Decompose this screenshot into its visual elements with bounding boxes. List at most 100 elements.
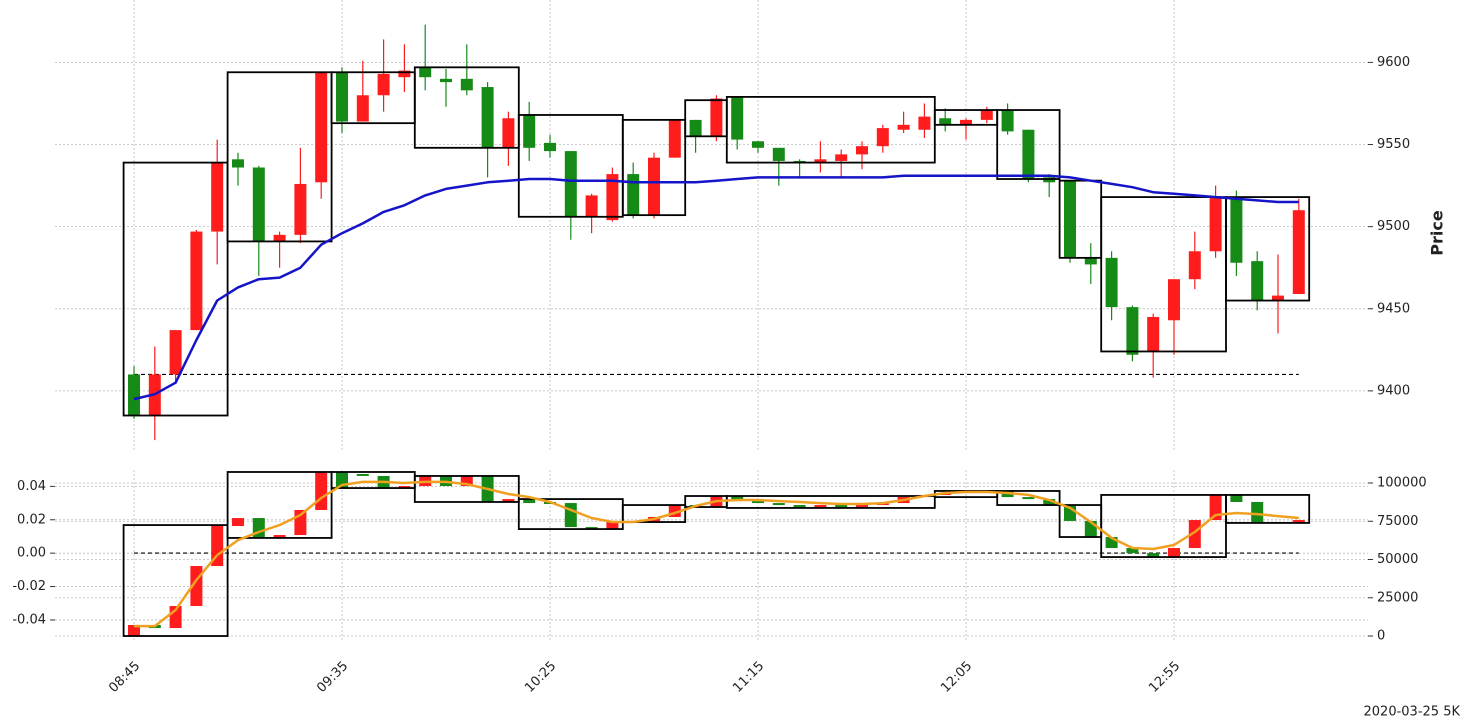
y-tick-label: 50000 bbox=[1377, 552, 1418, 567]
candle-body bbox=[315, 72, 328, 183]
candle-body bbox=[772, 503, 785, 506]
y2-tick-label: 0.00 bbox=[17, 546, 46, 561]
range-box bbox=[122, 161, 229, 417]
candle-body bbox=[960, 119, 972, 125]
candle-body bbox=[1022, 129, 1035, 180]
candle-body bbox=[315, 471, 328, 511]
candle-body bbox=[835, 505, 848, 508]
y-tick-label: 0 bbox=[1377, 629, 1385, 644]
candle-body bbox=[232, 159, 244, 168]
candle-body bbox=[1292, 210, 1305, 294]
candle-body bbox=[918, 116, 931, 130]
candle-body bbox=[731, 96, 744, 140]
range-box bbox=[1100, 196, 1227, 353]
candle-body bbox=[564, 503, 577, 528]
candle-body bbox=[1251, 501, 1264, 523]
range-box bbox=[621, 504, 687, 523]
candle-body bbox=[460, 78, 473, 91]
range-box bbox=[413, 475, 520, 503]
candle-body bbox=[814, 159, 827, 163]
x-tick-label: 08:45 bbox=[106, 659, 143, 696]
y2-tick-label: 0.04 bbox=[17, 479, 46, 494]
candle-body bbox=[481, 87, 494, 148]
candle-body bbox=[190, 231, 203, 331]
candle-body bbox=[876, 128, 889, 147]
range-box bbox=[1225, 494, 1311, 524]
candle-body bbox=[1251, 261, 1264, 301]
candle-body bbox=[398, 70, 411, 78]
candle-body bbox=[627, 174, 640, 216]
candle-body bbox=[440, 78, 452, 83]
y2-tick-label: -0.04 bbox=[12, 612, 46, 627]
candle-body bbox=[731, 496, 744, 502]
candle-body bbox=[793, 505, 806, 508]
candle-body bbox=[648, 157, 660, 216]
footer: 2020-03-25 5K bbox=[1364, 705, 1461, 720]
candle-body bbox=[1022, 497, 1035, 500]
candle-body bbox=[1209, 197, 1222, 252]
candle-body bbox=[772, 147, 785, 161]
range-box bbox=[725, 495, 936, 509]
range-box bbox=[122, 524, 229, 637]
candle-body bbox=[1084, 257, 1097, 265]
candle-body bbox=[897, 124, 910, 130]
candle-body bbox=[1230, 197, 1243, 263]
candle-body bbox=[1292, 520, 1305, 523]
y-tick-label: 9600 bbox=[1377, 55, 1410, 70]
candle-body bbox=[939, 118, 952, 125]
y-tick-label: 25000 bbox=[1377, 590, 1418, 605]
candle-body bbox=[1188, 251, 1201, 280]
candle-body bbox=[564, 151, 577, 217]
moving-average-line bbox=[134, 480, 1299, 628]
candle-body bbox=[273, 535, 286, 539]
candle-body bbox=[585, 195, 598, 217]
range-box bbox=[725, 95, 936, 164]
range-box bbox=[226, 71, 333, 243]
y-tick-label: 9500 bbox=[1377, 219, 1410, 234]
candle-body bbox=[211, 162, 224, 232]
candle-body bbox=[814, 505, 827, 508]
x-tick-label: 12:55 bbox=[1146, 659, 1183, 696]
candle-body bbox=[377, 73, 390, 96]
candle-body bbox=[128, 374, 140, 416]
x-tick-label: 09:35 bbox=[314, 659, 351, 696]
range-box bbox=[996, 490, 1061, 506]
candle-body bbox=[502, 499, 515, 502]
candle-body bbox=[1064, 180, 1076, 258]
candle-body bbox=[169, 330, 182, 375]
candle-body bbox=[211, 526, 224, 567]
x-tick-label: 11:15 bbox=[730, 659, 767, 696]
range-box bbox=[226, 471, 333, 539]
range-box bbox=[996, 109, 1061, 180]
candle-body bbox=[980, 110, 993, 120]
moving-average-line bbox=[133, 174, 1299, 401]
candle-body bbox=[523, 499, 536, 504]
candle-body bbox=[856, 146, 868, 155]
candle-body bbox=[419, 67, 432, 78]
candle-body bbox=[835, 154, 848, 161]
candle-body bbox=[252, 167, 265, 242]
candle-body bbox=[356, 95, 369, 122]
y2-tick-label: -0.02 bbox=[12, 579, 46, 594]
candle-body bbox=[356, 473, 369, 476]
candle-body bbox=[1105, 537, 1118, 549]
candle-body bbox=[398, 486, 411, 489]
y-tick-label: 75000 bbox=[1377, 514, 1418, 529]
candle-body bbox=[1230, 494, 1243, 502]
candle-body bbox=[1043, 499, 1056, 506]
candle-body bbox=[273, 234, 286, 242]
candle-body bbox=[1126, 548, 1139, 554]
candle-body bbox=[1168, 548, 1180, 558]
candle-body bbox=[668, 505, 681, 517]
candle-body bbox=[752, 501, 764, 504]
candle-body bbox=[336, 72, 348, 122]
candle-body bbox=[606, 174, 619, 221]
candle-body bbox=[1147, 553, 1160, 558]
candle-body bbox=[128, 625, 140, 637]
candle-body bbox=[752, 141, 764, 148]
candle-body bbox=[460, 475, 473, 487]
range-box bbox=[1225, 196, 1311, 302]
candle-body bbox=[1126, 307, 1139, 355]
